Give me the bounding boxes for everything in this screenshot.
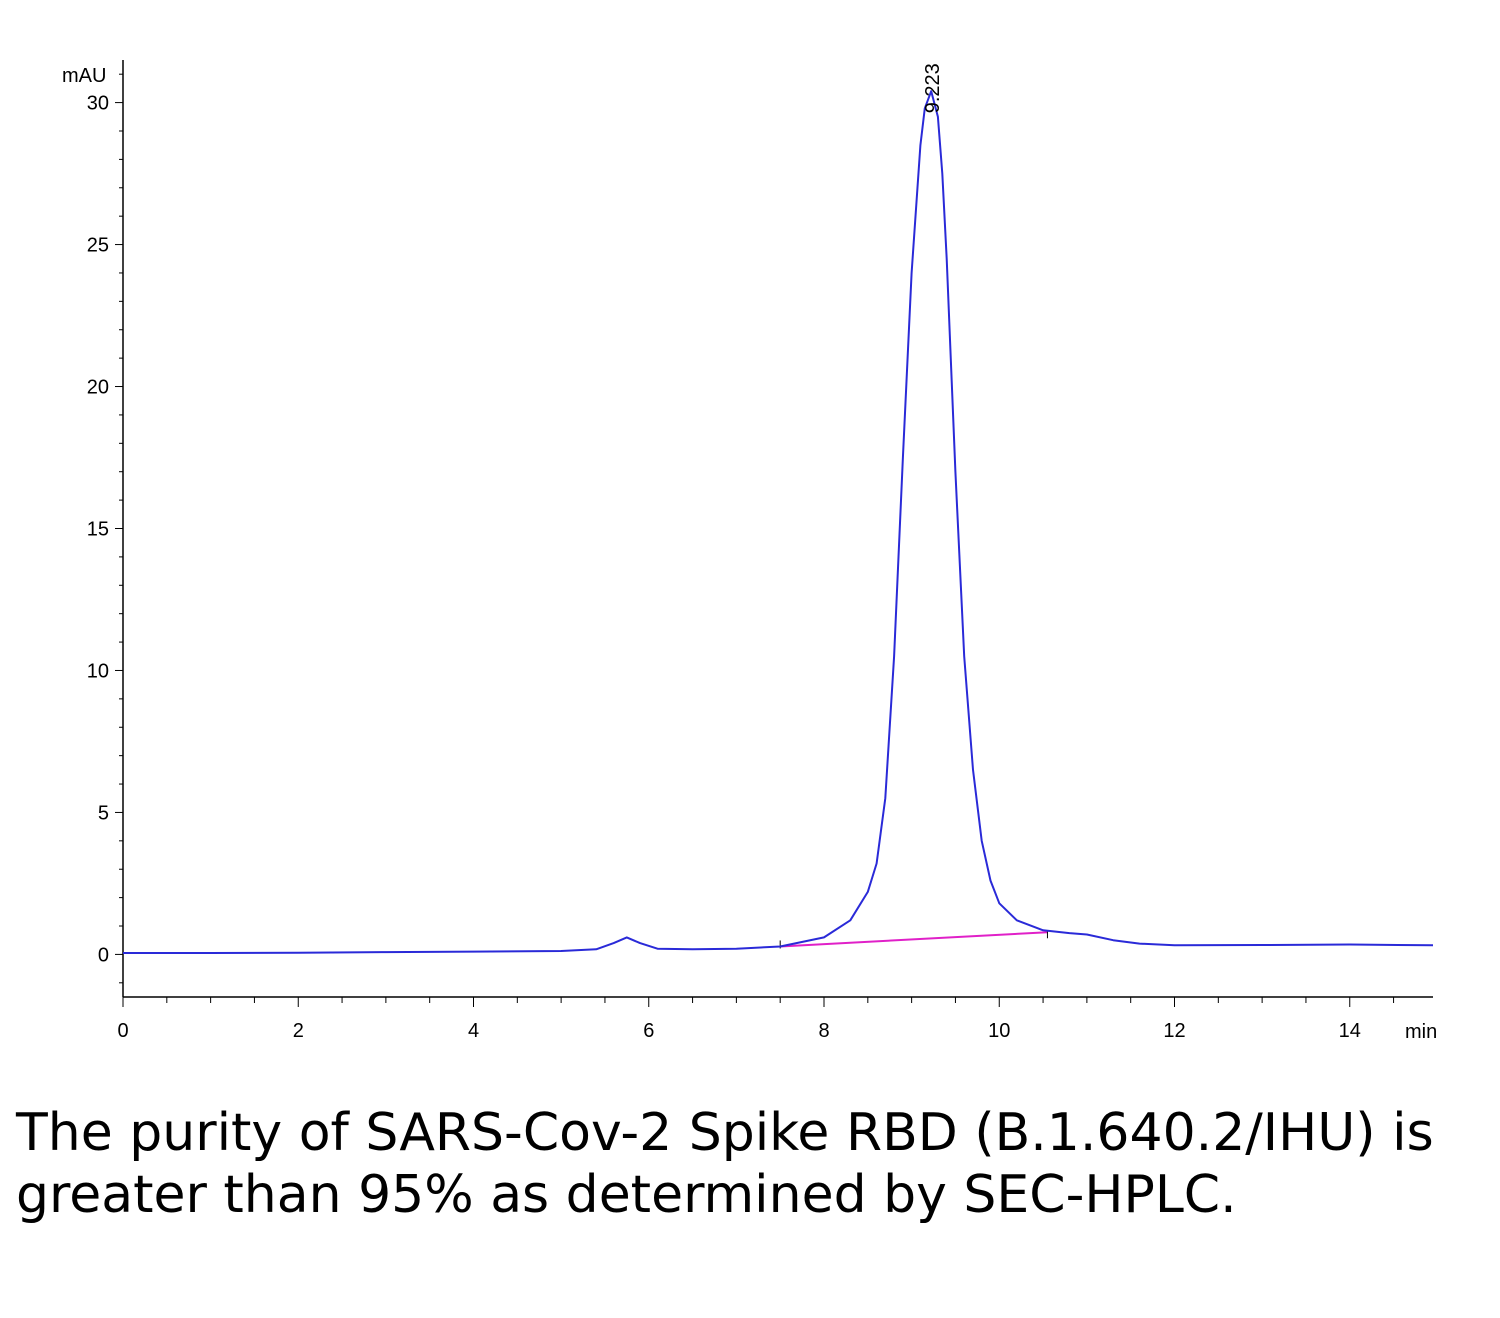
y-tick-label: 10: [87, 660, 109, 682]
figure-caption: The purity of SARS-Cov-2 Spike RBD (B.1.…: [16, 1103, 1434, 1225]
integration-baseline: [780, 931, 1048, 948]
y-tick-label: 5: [98, 802, 109, 824]
x-tick-label: 2: [293, 1020, 304, 1042]
y-tick-label: 25: [87, 235, 109, 257]
y-tick-label: 20: [87, 377, 109, 399]
x-tick-label: 6: [643, 1020, 654, 1042]
chromatogram-trace: [123, 90, 1434, 954]
y-tick-label: 15: [87, 519, 109, 541]
peak-retention-label: 9.223: [922, 63, 944, 113]
plot-area: 9.223: [123, 63, 1434, 954]
x-tick-label: 4: [468, 1020, 479, 1042]
x-tick-label: 10: [988, 1020, 1010, 1042]
x-tick-label: 12: [1163, 1020, 1185, 1042]
y-tick-label: 30: [87, 93, 109, 115]
chromatogram-chart: 0 5 10 15 20 25 30 0 2 4 6 8 10 12 14 mAU min 9.223: [62, 60, 1437, 1043]
y-axis-label: mAU: [62, 65, 106, 87]
x-tick-label: 0: [117, 1020, 128, 1042]
x-tick-label: 14: [1339, 1020, 1361, 1042]
x-tick-label: 8: [818, 1020, 829, 1042]
chart-axes: 0 5 10 15 20 25 30 0 2 4 6 8 10 12 14 mAU min: [62, 60, 1437, 1043]
y-tick-label: 0: [98, 944, 109, 966]
x-axis-label: min: [1405, 1021, 1437, 1043]
